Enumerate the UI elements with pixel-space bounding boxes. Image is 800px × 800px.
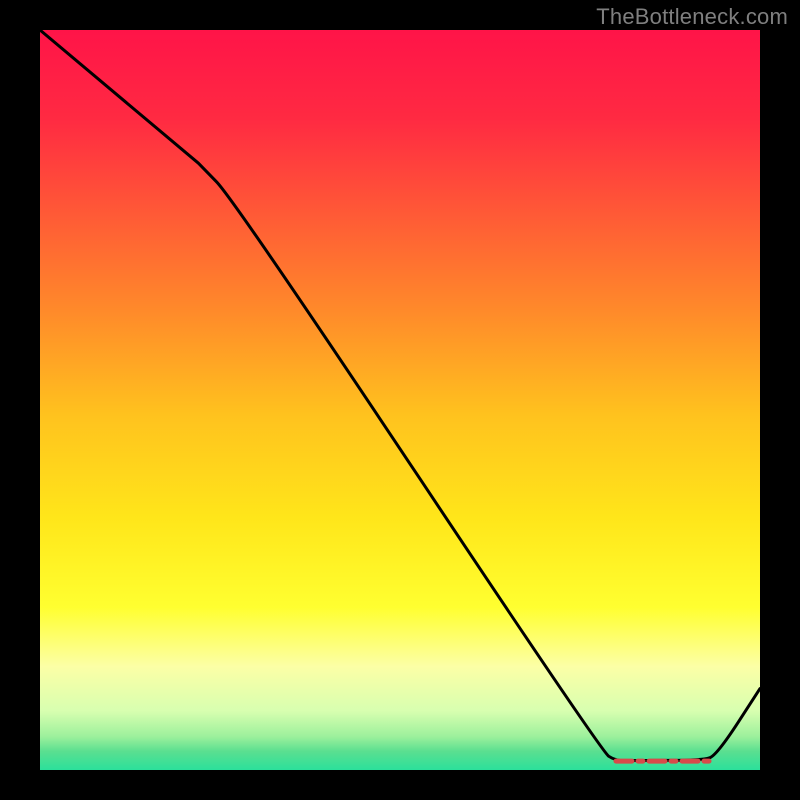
chart-svg [0, 0, 800, 800]
watermark-text: TheBottleneck.com [596, 4, 788, 30]
chart-container: TheBottleneck.com [0, 0, 800, 800]
plot-background [40, 30, 760, 770]
